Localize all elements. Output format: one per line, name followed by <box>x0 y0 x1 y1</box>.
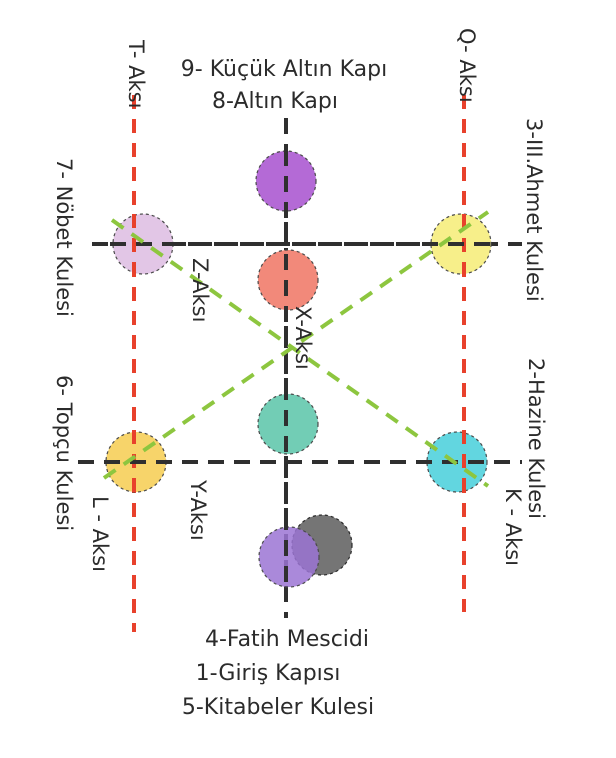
bottom-label-line1: 4-Fatih Mescidi <box>205 627 369 652</box>
k-axis-label: K - Aksı <box>501 488 525 566</box>
top-label-line2: 8-Altın Kapı <box>212 89 338 114</box>
bottom-label-line3: 5-Kitabeler Kulesi <box>182 695 374 720</box>
y-axis-label: Y-Aksı <box>186 479 210 541</box>
t-axis-label: T- Aksı <box>124 39 148 108</box>
top-label-line1: 9- Küçük Altın Kapı <box>181 57 387 82</box>
z-axis-label: Z-Aksı <box>188 258 212 322</box>
topcu-kulesi-label: 6- Topçu Kulesi <box>52 375 76 531</box>
ahmet-kulesi-label: 3-III.Ahmet Kulesi <box>522 118 546 302</box>
hazine-kulesi-label: 2-Hazine Kulesi <box>524 358 548 519</box>
q-axis-label: Q- Aksı <box>455 28 479 103</box>
bottom-label-line2: 1-Giriş Kapısı <box>196 661 341 686</box>
violet-bottom-circle <box>258 526 320 588</box>
x-axis-label: X-Aksı <box>291 306 315 370</box>
l-axis-label: L - Aksı <box>88 496 112 572</box>
k-diagonal-axis-line <box>110 218 490 488</box>
nobet-kulesi-label: 7- Nöbet Kulesi <box>52 158 76 317</box>
l-diagonal-axis-line <box>102 210 490 480</box>
